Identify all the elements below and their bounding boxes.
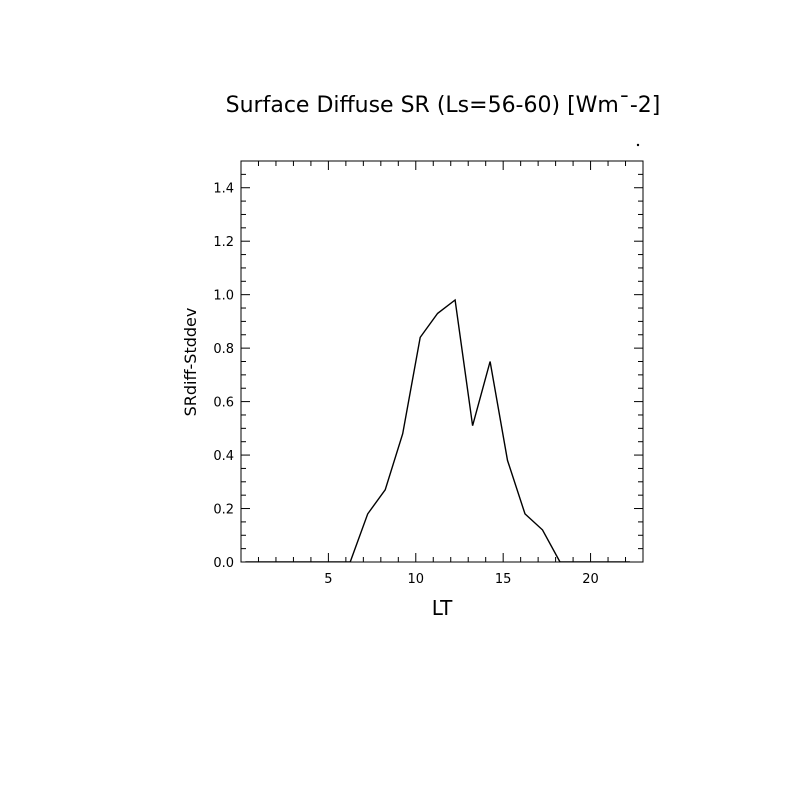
y-tick-label: 0.8 (213, 342, 234, 357)
series-group (245, 298, 630, 562)
y-tick-label: 0.4 (213, 449, 234, 464)
stray-dot (636, 143, 640, 147)
y-axis-title: SRdiff-Stddev (181, 308, 200, 417)
y-tick-label: 1.2 (213, 235, 234, 250)
y-tick-labels: 0.0 0.2 0.4 0.6 0.8 1.0 1.2 1.4 (213, 182, 234, 571)
y-tick-label: 0.0 (213, 556, 234, 571)
series-line (245, 298, 630, 562)
plot-frame (240, 160, 644, 563)
y-tick-label: 0.6 (213, 396, 234, 411)
chart-title: Surface Diffuse SR (Ls=56-60) [Wm¯-2] (226, 93, 661, 118)
x-tick-label: 15 (495, 572, 512, 587)
y-tick-label: 1.0 (213, 289, 234, 304)
x-axis-title: LT (432, 596, 453, 620)
x-tick-label: 20 (582, 572, 599, 587)
x-tick-label: 10 (408, 572, 425, 587)
tick-marks (241, 161, 643, 562)
x-tick-labels: 5 10 15 20 (324, 572, 599, 587)
y-tick-label: 0.2 (213, 503, 234, 518)
y-tick-label: 1.4 (213, 182, 234, 197)
x-tick-label: 5 (324, 572, 332, 587)
